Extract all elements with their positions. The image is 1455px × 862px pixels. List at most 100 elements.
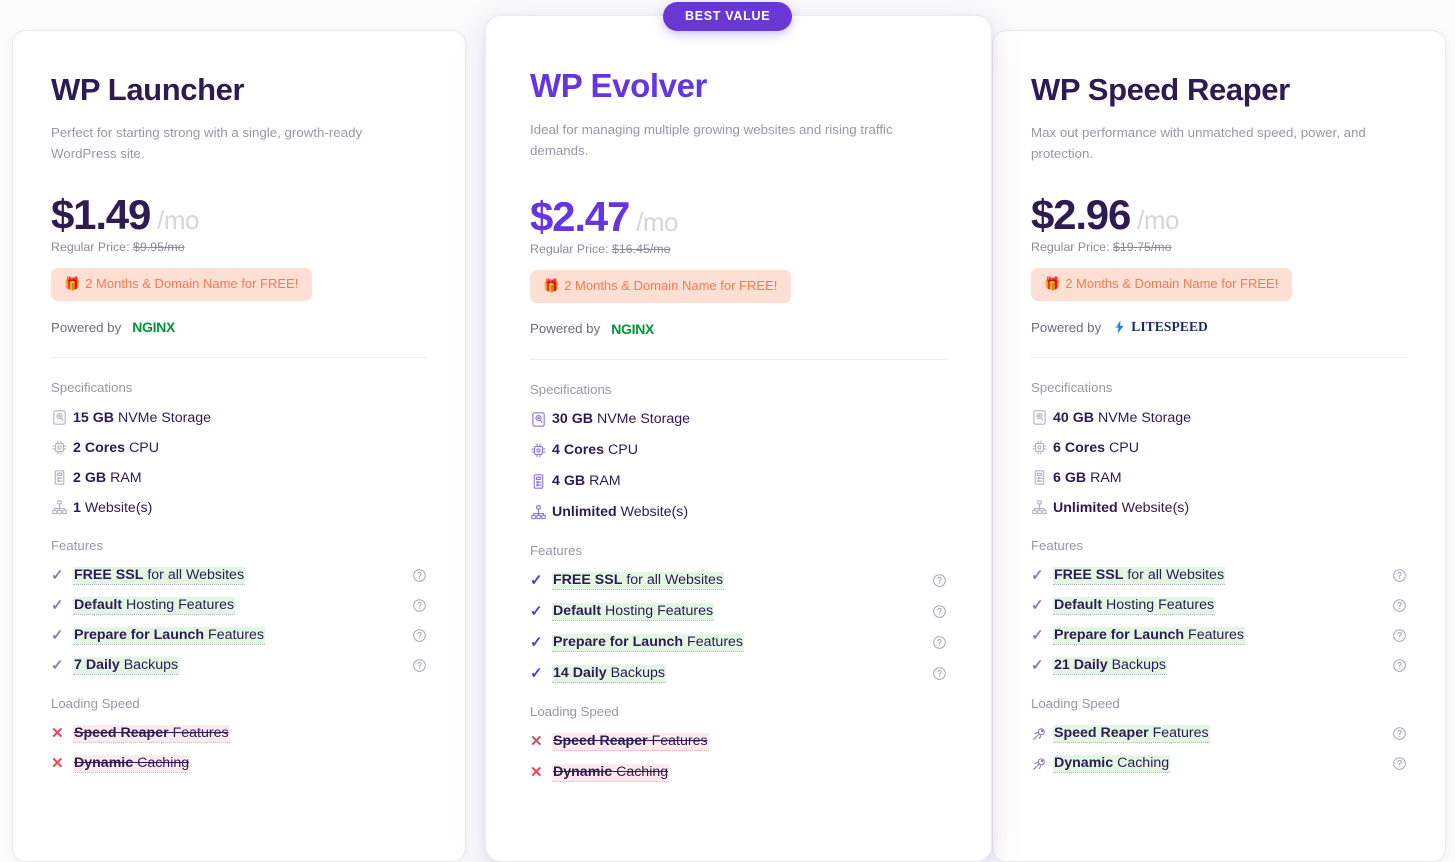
- promo-badge: 🎁 2 Months & Domain Name for FREE!: [51, 268, 313, 302]
- check-icon: ✓: [51, 627, 64, 645]
- plan-description: Max out performance with unmatched speed…: [1031, 125, 1366, 161]
- spec-row: 6 Cores CPU: [1031, 439, 1407, 456]
- loading-speed-title: Loading Speed: [1031, 696, 1120, 712]
- pricing-card-wp-launcher[interactable]: WP Launcher Perfect for starting strong w…: [12, 30, 466, 862]
- plan-price: $2.47: [530, 192, 630, 240]
- help-icon[interactable]: [412, 658, 427, 673]
- plan-title: WP Speed Reaper: [1031, 72, 1290, 107]
- cpu-icon: [530, 442, 552, 459]
- specifications-section: Specifications 15 GB NVMe Storage 2 Cores …: [51, 380, 427, 516]
- feature-text: Dynamic Caching: [73, 755, 191, 774]
- spec-row: 30 GB NVMe Storage: [530, 411, 947, 428]
- help-icon[interactable]: [412, 568, 427, 583]
- close-icon: ✕: [530, 763, 543, 781]
- ram-icon: [51, 469, 73, 486]
- check-icon: ✓: [51, 597, 64, 615]
- feature-row: ✓ 7 Daily Backups: [51, 657, 427, 676]
- check-icon: ✓: [530, 633, 543, 651]
- feature-row: ✓ Default Hosting Features: [1031, 597, 1407, 616]
- spec-row: 4 GB RAM: [530, 473, 947, 490]
- feature-text: FREE SSL for all Websites: [552, 571, 725, 590]
- powered-by: Powered by NGINX: [530, 321, 947, 337]
- spec-text: Unlimited Website(s): [552, 504, 689, 521]
- loading-speed-title: Loading Speed: [51, 696, 140, 712]
- spec-text: 40 GB NVMe Storage: [1053, 409, 1192, 426]
- gift-icon: 🎁: [64, 276, 81, 292]
- spec-text: 2 Cores CPU: [73, 439, 159, 456]
- loading-speed-text: Speed Reaper Features: [1053, 725, 1210, 744]
- help-icon[interactable]: [932, 604, 947, 619]
- nginx-logo: NGINX: [132, 319, 176, 336]
- feature-text: Default Hosting Features: [73, 597, 236, 616]
- feature-text: Default Hosting Features: [1053, 597, 1216, 616]
- cpu-icon: [51, 439, 73, 456]
- help-icon[interactable]: [932, 635, 947, 650]
- help-icon[interactable]: [1392, 726, 1407, 741]
- feature-row: ✕ Speed Reaper Features: [530, 732, 947, 751]
- storage-icon: [51, 409, 73, 426]
- feature-text: Prepare for Launch Features: [73, 627, 266, 646]
- loading-speed-section: Loading Speed ✕ Speed Reaper Features ✕ Dyna…: [530, 704, 947, 782]
- pricing-card-wp-evolver[interactable]: WP Evolver Ideal for managing multiple gr…: [485, 15, 992, 862]
- help-icon[interactable]: [932, 666, 947, 681]
- help-icon[interactable]: [932, 573, 947, 588]
- regular-price: Regular Price: $16.45/mo: [530, 241, 671, 256]
- feature-row: ✓ Default Hosting Features: [51, 597, 427, 616]
- sitemap-icon: [51, 499, 73, 516]
- help-icon[interactable]: [1392, 658, 1407, 673]
- close-icon: ✕: [51, 725, 64, 743]
- spec-row: Unlimited Website(s): [1031, 499, 1407, 516]
- plan-title: WP Launcher: [51, 72, 245, 107]
- features-title: Features: [1031, 538, 1084, 554]
- feature-text: Default Hosting Features: [552, 602, 715, 621]
- feature-row: ✓ FREE SSL for all Websites: [530, 571, 947, 590]
- check-icon: ✓: [51, 657, 64, 675]
- pricing-page: BEST VALUE WP Launcher Perfect for starti…: [12, 2, 1446, 862]
- feature-text: Speed Reaper Features: [552, 732, 709, 751]
- pricing-card-wp-speed-reaper[interactable]: WP Speed Reaper Max out performance with …: [992, 30, 1446, 862]
- feature-text: 21 Daily Backups: [1053, 657, 1167, 676]
- promo-badge: 🎁 2 Months & Domain Name for FREE!: [1031, 268, 1293, 302]
- card-body: WP Evolver Ideal for managing multiple gr…: [486, 16, 991, 782]
- meteor-icon: [1031, 725, 1053, 742]
- help-icon[interactable]: [1392, 598, 1407, 613]
- spec-text: 6 GB RAM: [1053, 469, 1122, 486]
- feature-text: Dynamic Caching: [552, 763, 670, 782]
- features-section: Features ✓ FREE SSL for all Websites ✓ Defau…: [51, 538, 427, 676]
- divider: [530, 358, 947, 360]
- price-row: $2.47/mo: [530, 192, 947, 240]
- divider: [51, 357, 427, 359]
- check-icon: ✓: [51, 567, 64, 585]
- feature-text: Prepare for Launch Features: [552, 633, 745, 652]
- loading-speed-row: Speed Reaper Features: [1031, 725, 1407, 744]
- powered-by: Powered by NGINX: [51, 319, 427, 335]
- check-icon: ✓: [1031, 627, 1044, 645]
- price-period: /mo: [157, 205, 199, 236]
- close-icon: ✕: [530, 732, 543, 750]
- feature-row: ✓ Prepare for Launch Features: [51, 627, 427, 646]
- spec-text: 4 GB RAM: [552, 473, 621, 490]
- divider: [1031, 357, 1407, 359]
- price-row: $1.49/mo: [51, 194, 427, 236]
- spec-text: 6 Cores CPU: [1053, 439, 1139, 456]
- help-icon[interactable]: [1392, 756, 1407, 771]
- help-icon[interactable]: [412, 598, 427, 613]
- check-icon: ✓: [530, 571, 543, 589]
- card-body: WP Speed Reaper Max out performance with …: [993, 31, 1445, 774]
- spec-row: 1 Website(s): [51, 499, 427, 516]
- features-section: Features ✓ FREE SSL for all Websites ✓ Defau…: [1031, 538, 1407, 676]
- feature-row: ✓ FREE SSL for all Websites: [1031, 567, 1407, 586]
- nginx-logo: NGINX: [611, 320, 655, 337]
- help-icon[interactable]: [1392, 628, 1407, 643]
- powered-by-label: Powered by: [1031, 319, 1102, 335]
- check-icon: ✓: [530, 664, 543, 682]
- specifications-section: Specifications 30 GB NVMe Storage 4 Cores …: [530, 382, 947, 521]
- price-row: $2.96/mo: [1031, 194, 1407, 236]
- price-period: /mo: [636, 206, 678, 237]
- cpu-icon: [1031, 439, 1053, 456]
- spec-row: 2 Cores CPU: [51, 439, 427, 456]
- spec-text: 1 Website(s): [73, 499, 153, 516]
- best-value-badge: BEST VALUE: [663, 2, 793, 31]
- help-icon[interactable]: [1392, 568, 1407, 583]
- help-icon[interactable]: [412, 628, 427, 643]
